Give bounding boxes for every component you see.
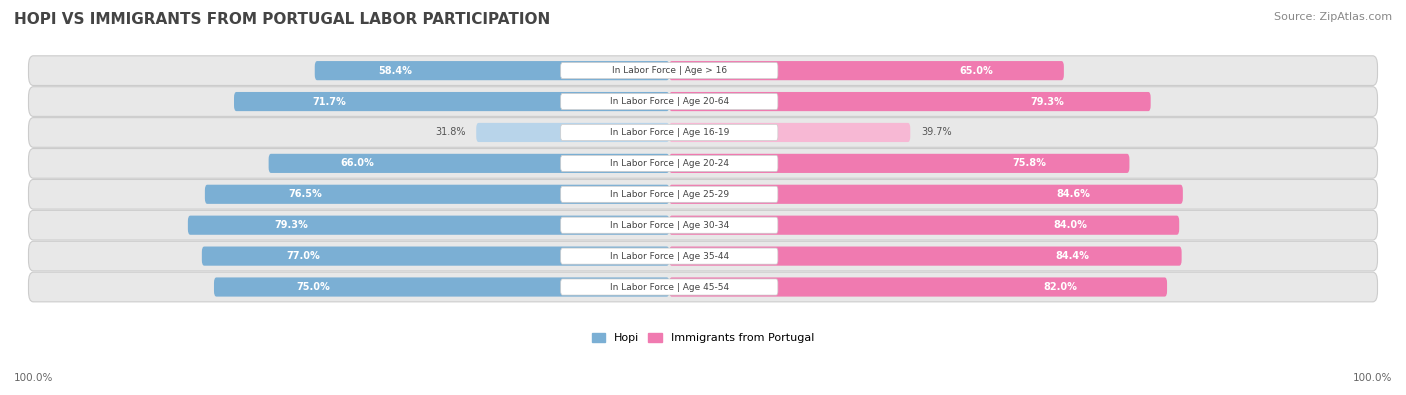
FancyBboxPatch shape [269,154,669,173]
FancyBboxPatch shape [28,87,1378,117]
Legend: Hopi, Immigrants from Portugal: Hopi, Immigrants from Portugal [588,328,818,348]
Text: 100.0%: 100.0% [1353,373,1392,383]
Text: 84.6%: 84.6% [1056,189,1091,199]
FancyBboxPatch shape [188,216,669,235]
FancyBboxPatch shape [561,124,778,141]
Text: 100.0%: 100.0% [14,373,53,383]
FancyBboxPatch shape [669,185,1182,204]
Text: In Labor Force | Age 35-44: In Labor Force | Age 35-44 [610,252,728,261]
Text: 31.8%: 31.8% [434,128,465,137]
FancyBboxPatch shape [669,61,1064,80]
Text: 76.5%: 76.5% [288,189,322,199]
Text: 75.0%: 75.0% [295,282,329,292]
Text: 82.0%: 82.0% [1043,282,1077,292]
FancyBboxPatch shape [28,149,1378,178]
FancyBboxPatch shape [233,92,669,111]
Text: 75.8%: 75.8% [1012,158,1046,168]
Text: In Labor Force | Age 20-24: In Labor Force | Age 20-24 [610,159,728,168]
FancyBboxPatch shape [28,56,1378,85]
Text: HOPI VS IMMIGRANTS FROM PORTUGAL LABOR PARTICIPATION: HOPI VS IMMIGRANTS FROM PORTUGAL LABOR P… [14,12,550,27]
Text: In Labor Force | Age 30-34: In Labor Force | Age 30-34 [610,221,728,230]
Text: 79.3%: 79.3% [1031,96,1064,107]
Text: 65.0%: 65.0% [959,66,993,75]
FancyBboxPatch shape [561,248,778,264]
Text: 84.0%: 84.0% [1053,220,1087,230]
FancyBboxPatch shape [669,216,1180,235]
FancyBboxPatch shape [214,277,669,297]
Text: 79.3%: 79.3% [274,220,308,230]
FancyBboxPatch shape [561,217,778,233]
Text: In Labor Force | Age 45-54: In Labor Force | Age 45-54 [610,282,728,292]
FancyBboxPatch shape [669,92,1150,111]
FancyBboxPatch shape [669,154,1129,173]
Text: 39.7%: 39.7% [921,128,952,137]
Text: 71.7%: 71.7% [312,96,346,107]
Text: In Labor Force | Age 25-29: In Labor Force | Age 25-29 [610,190,728,199]
Text: 66.0%: 66.0% [340,158,374,168]
FancyBboxPatch shape [561,186,778,202]
FancyBboxPatch shape [315,61,669,80]
FancyBboxPatch shape [28,179,1378,209]
FancyBboxPatch shape [669,246,1181,266]
FancyBboxPatch shape [28,118,1378,147]
FancyBboxPatch shape [202,246,669,266]
Text: In Labor Force | Age 16-19: In Labor Force | Age 16-19 [610,128,728,137]
FancyBboxPatch shape [669,123,910,142]
FancyBboxPatch shape [561,62,778,79]
FancyBboxPatch shape [28,272,1378,302]
FancyBboxPatch shape [205,185,669,204]
Text: 84.4%: 84.4% [1056,251,1090,261]
FancyBboxPatch shape [28,211,1378,240]
FancyBboxPatch shape [561,279,778,295]
Text: In Labor Force | Age 20-64: In Labor Force | Age 20-64 [610,97,728,106]
FancyBboxPatch shape [477,123,669,142]
Text: In Labor Force | Age > 16: In Labor Force | Age > 16 [612,66,727,75]
FancyBboxPatch shape [669,277,1167,297]
Text: 58.4%: 58.4% [378,66,412,75]
Text: 77.0%: 77.0% [285,251,319,261]
Text: Source: ZipAtlas.com: Source: ZipAtlas.com [1274,12,1392,22]
FancyBboxPatch shape [561,155,778,171]
FancyBboxPatch shape [28,241,1378,271]
FancyBboxPatch shape [561,94,778,109]
